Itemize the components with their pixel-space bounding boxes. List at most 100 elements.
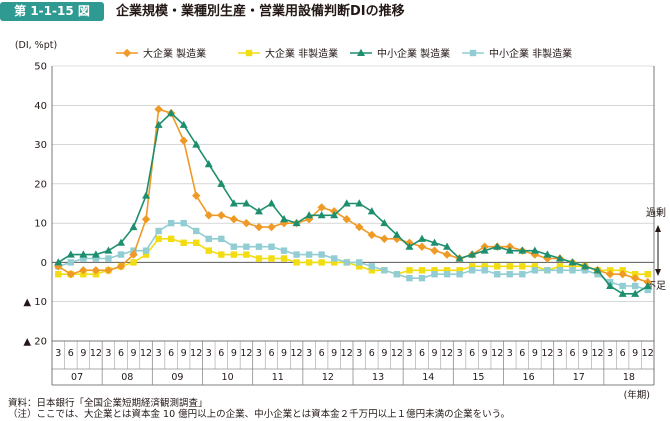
data-point (480, 246, 489, 254)
data-point (192, 140, 201, 148)
data-point (318, 251, 325, 258)
data-point (55, 271, 62, 278)
data-point (91, 266, 101, 275)
data-point (417, 234, 426, 242)
data-point (481, 267, 488, 274)
data-point (543, 254, 552, 263)
data-point (406, 274, 413, 282)
data-point (92, 255, 100, 262)
data-point (494, 271, 501, 278)
data-point (104, 246, 113, 254)
x-tick-label: 12 (592, 348, 604, 359)
y-tick-label: 0 (41, 258, 47, 269)
x-tick-label: 3 (457, 348, 463, 359)
x-tick-label: 9 (431, 348, 437, 359)
data-point (254, 222, 264, 232)
x-tick-label: 3 (256, 348, 262, 359)
data-point (267, 222, 276, 232)
arrow-up-icon (655, 225, 661, 232)
source-note: 資料：日本銀行「全国企業短期経済観測調査」 (8, 398, 208, 409)
data-point (342, 215, 351, 224)
x-tick-label: 6 (369, 348, 375, 359)
data-point (330, 255, 338, 262)
data-point (631, 282, 639, 290)
data-point (418, 274, 426, 282)
data-point (442, 250, 452, 259)
data-point (305, 259, 313, 266)
data-point (631, 289, 640, 297)
data-point (618, 270, 627, 279)
y-tick-label: 20 (34, 179, 47, 190)
data-point (218, 235, 225, 243)
data-point (142, 251, 150, 258)
x-tick-label: 3 (306, 348, 312, 359)
x-tick-label: 12 (341, 348, 353, 359)
year-label: 13 (372, 372, 384, 383)
data-point (293, 251, 300, 258)
data-point (105, 255, 112, 262)
legend-label: 大企業 非製造業 (265, 47, 338, 60)
data-point (280, 247, 288, 254)
data-point (605, 270, 615, 279)
data-point (317, 203, 326, 212)
x-tick-label: 12 (642, 348, 654, 359)
data-point (468, 263, 476, 270)
x-unit-label: (年期) (624, 389, 650, 400)
data-point (644, 286, 651, 294)
data-point (292, 218, 301, 227)
x-tick-label: 12 (541, 348, 553, 359)
x-tick-label: 3 (607, 348, 613, 359)
data-point (519, 271, 526, 278)
data-point (456, 267, 463, 274)
data-point (54, 258, 63, 266)
data-point (80, 255, 87, 262)
data-point (229, 215, 239, 224)
data-point (530, 246, 539, 254)
data-point (192, 191, 201, 200)
year-label: 18 (623, 372, 635, 383)
data-point (443, 242, 452, 250)
data-point (217, 211, 226, 220)
data-point (443, 267, 451, 274)
data-point (606, 281, 615, 289)
footnote: （注）ここでは、大企業とは資本金 10 億円以上の企業、中小企業とは資本金２千万… (8, 409, 511, 420)
data-point (254, 207, 263, 215)
data-point (255, 243, 263, 250)
year-label: 17 (573, 372, 585, 383)
data-point (330, 211, 339, 219)
data-point (242, 218, 251, 228)
x-tick-label: 6 (419, 348, 425, 359)
data-point (268, 255, 275, 262)
data-point (193, 239, 200, 246)
data-point (305, 251, 313, 258)
data-point (531, 267, 539, 274)
legend-label: 中小企業 製造業 (377, 47, 450, 60)
data-point (367, 207, 376, 215)
data-point (481, 263, 488, 270)
data-point (406, 267, 413, 274)
data-point (155, 227, 162, 235)
data-point (130, 259, 137, 266)
data-point (468, 250, 477, 258)
data-point (142, 191, 151, 199)
data-point (418, 267, 426, 274)
data-point (380, 218, 389, 227)
x-tick-label: 3 (557, 348, 563, 359)
data-point (569, 267, 576, 274)
x-tick-label: 3 (55, 348, 61, 359)
x-tick-label: 12 (441, 348, 453, 359)
data-point (630, 273, 640, 283)
data-point (468, 267, 476, 274)
data-point (116, 262, 126, 271)
data-point (204, 160, 213, 168)
data-point (318, 259, 325, 266)
x-tick-label: 6 (569, 348, 575, 359)
figure-number-badge: 第 1-1-15 図 (0, 2, 104, 21)
data-point (494, 263, 501, 270)
data-point (79, 266, 88, 275)
data-point (643, 281, 652, 289)
data-point (505, 246, 514, 254)
legend-marker (357, 48, 365, 56)
x-tick-label: 3 (507, 348, 513, 359)
data-point (519, 263, 526, 270)
